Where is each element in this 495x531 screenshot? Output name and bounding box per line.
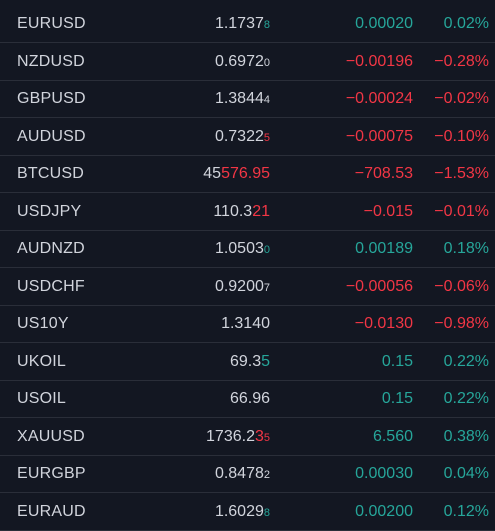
symbol-name: EURUSD xyxy=(17,15,86,32)
change-percent: 0.04% xyxy=(443,465,489,482)
watchlist-row[interactable]: USOIL 66.96 0.15 0.22% xyxy=(0,381,495,418)
change-value: 0.00020 xyxy=(355,15,413,32)
last-price-pip: 8 xyxy=(263,506,270,519)
symbol-name: USDCHF xyxy=(17,277,85,295)
last-price: 1.05030 xyxy=(215,231,270,268)
watchlist-row[interactable]: US10Y 1.3140 −0.0130 −0.98% xyxy=(0,306,495,343)
watchlist-row[interactable]: EURGBP 0.84782 0.00030 0.04% xyxy=(0,456,495,493)
last-price-base: 1736.2 xyxy=(206,427,255,445)
watchlist-row[interactable]: AUDUSD 0.73225 −0.00075 −0.10% xyxy=(0,119,495,156)
watchlist-row[interactable]: NZDUSD 0.69720 −0.00196 −0.28% xyxy=(0,44,495,81)
change-percent: 0.18% xyxy=(443,240,489,257)
watchlist-row[interactable]: AUDNZD 1.05030 0.00189 0.18% xyxy=(0,231,495,268)
change-percent: −0.98% xyxy=(434,315,489,332)
symbol-name: EURAUD xyxy=(17,502,86,520)
symbol-name: UKOIL xyxy=(17,352,67,370)
last-price-pip: 7 xyxy=(263,281,270,294)
last-price-pip: 8 xyxy=(263,19,270,31)
change-value: 0.00189 xyxy=(355,240,413,257)
last-price: 0.84782 xyxy=(215,456,270,493)
change-percent: 0.38% xyxy=(443,427,489,445)
change-value: −0.0130 xyxy=(354,315,413,332)
last-price-changed-digits: 3 xyxy=(254,427,264,445)
last-price-pip: 5 xyxy=(263,131,270,144)
symbol-name: BTCUSD xyxy=(17,165,84,182)
last-price: 110.321 xyxy=(213,194,270,231)
change-value: −0.00196 xyxy=(345,52,413,70)
last-price-pip: 5 xyxy=(263,431,270,444)
last-price: 0.73225 xyxy=(215,119,270,156)
change-value: −0.00024 xyxy=(345,90,413,107)
last-price-base: 69.3 xyxy=(229,352,262,370)
change-value: 0.00200 xyxy=(355,502,413,520)
symbol-name: EURGBP xyxy=(17,465,86,482)
symbol-name: USOIL xyxy=(17,390,67,407)
watchlist-row[interactable]: EURUSD 1.17378 0.00020 0.02% xyxy=(0,6,495,43)
last-price-base: 45 xyxy=(203,165,222,182)
last-price: 1.3140 xyxy=(221,306,270,343)
watchlist-row[interactable]: XAUUSD 1736.235 6.560 0.38% xyxy=(0,419,495,456)
change-value: 0.00030 xyxy=(355,465,413,482)
last-price-changed-digits: 5 xyxy=(261,352,270,370)
change-value: 0.15 xyxy=(381,390,413,407)
last-price-pip: 2 xyxy=(263,469,270,481)
change-value: 0.15 xyxy=(381,352,413,370)
change-percent: 0.12% xyxy=(443,502,489,520)
last-price-base: 0.8478 xyxy=(214,465,264,482)
change-value: 6.560 xyxy=(372,427,413,445)
symbol-name: XAUUSD xyxy=(17,427,85,445)
last-price-base: 1.3140 xyxy=(221,315,270,332)
watchlist-row[interactable]: UKOIL 69.35 0.15 0.22% xyxy=(0,344,495,381)
last-price: 66.96 xyxy=(230,381,270,418)
last-price: 1736.235 xyxy=(206,419,270,456)
change-value: −708.53 xyxy=(354,165,413,182)
change-value: −0.015 xyxy=(363,202,413,220)
last-price-pip: 4 xyxy=(263,94,270,106)
last-price-base: 1.3844 xyxy=(214,90,264,107)
symbol-name: AUDNZD xyxy=(17,240,85,257)
last-price: 0.69720 xyxy=(215,44,270,81)
change-value: −0.00075 xyxy=(345,127,413,145)
change-percent: −0.06% xyxy=(434,277,489,295)
last-price-pip: 0 xyxy=(263,56,270,69)
change-percent: 0.22% xyxy=(443,390,489,407)
change-value: −0.00056 xyxy=(345,277,413,295)
last-price-base: 0.6972 xyxy=(214,52,264,70)
change-percent: −0.02% xyxy=(434,90,489,107)
change-percent: −0.28% xyxy=(434,52,489,70)
last-price-base: 0.9200 xyxy=(214,277,264,295)
symbol-name: NZDUSD xyxy=(17,52,85,70)
watchlist-row[interactable]: USDCHF 0.92007 −0.00056 −0.06% xyxy=(0,269,495,306)
last-price-pip: 0 xyxy=(263,244,270,256)
last-price: 69.35 xyxy=(230,344,270,381)
last-price: 0.92007 xyxy=(215,269,270,306)
symbol-name: GBPUSD xyxy=(17,90,86,107)
change-percent: 0.22% xyxy=(443,352,489,370)
last-price: 1.60298 xyxy=(215,494,270,531)
symbol-name: USDJPY xyxy=(17,202,82,220)
last-price-changed-digits: 21 xyxy=(252,202,270,220)
watchlist-row[interactable]: USDJPY 110.321 −0.015 −0.01% xyxy=(0,194,495,231)
last-price-base: 66.96 xyxy=(229,390,270,407)
change-percent: −0.10% xyxy=(434,127,489,145)
last-price-base: 1.1737 xyxy=(214,15,264,32)
change-percent: 0.02% xyxy=(443,15,489,32)
last-price-changed-digits: 576.95 xyxy=(221,165,270,182)
last-price-base: 110.3 xyxy=(213,202,253,220)
last-price-base: 1.0503 xyxy=(214,240,264,257)
symbol-name: AUDUSD xyxy=(17,127,86,145)
symbol-name: US10Y xyxy=(17,315,69,332)
change-percent: −0.01% xyxy=(434,202,489,220)
watchlist-row[interactable]: GBPUSD 1.38444 −0.00024 −0.02% xyxy=(0,81,495,118)
last-price-base: 1.6029 xyxy=(214,502,264,520)
last-price: 1.17378 xyxy=(215,6,270,43)
last-price-base: 0.7322 xyxy=(214,127,264,145)
watchlist-row[interactable]: BTCUSD 45576.95 −708.53 −1.53% xyxy=(0,156,495,193)
last-price: 45576.95 xyxy=(203,156,270,193)
change-percent: −1.53% xyxy=(434,165,489,182)
last-price: 1.38444 xyxy=(215,81,270,118)
